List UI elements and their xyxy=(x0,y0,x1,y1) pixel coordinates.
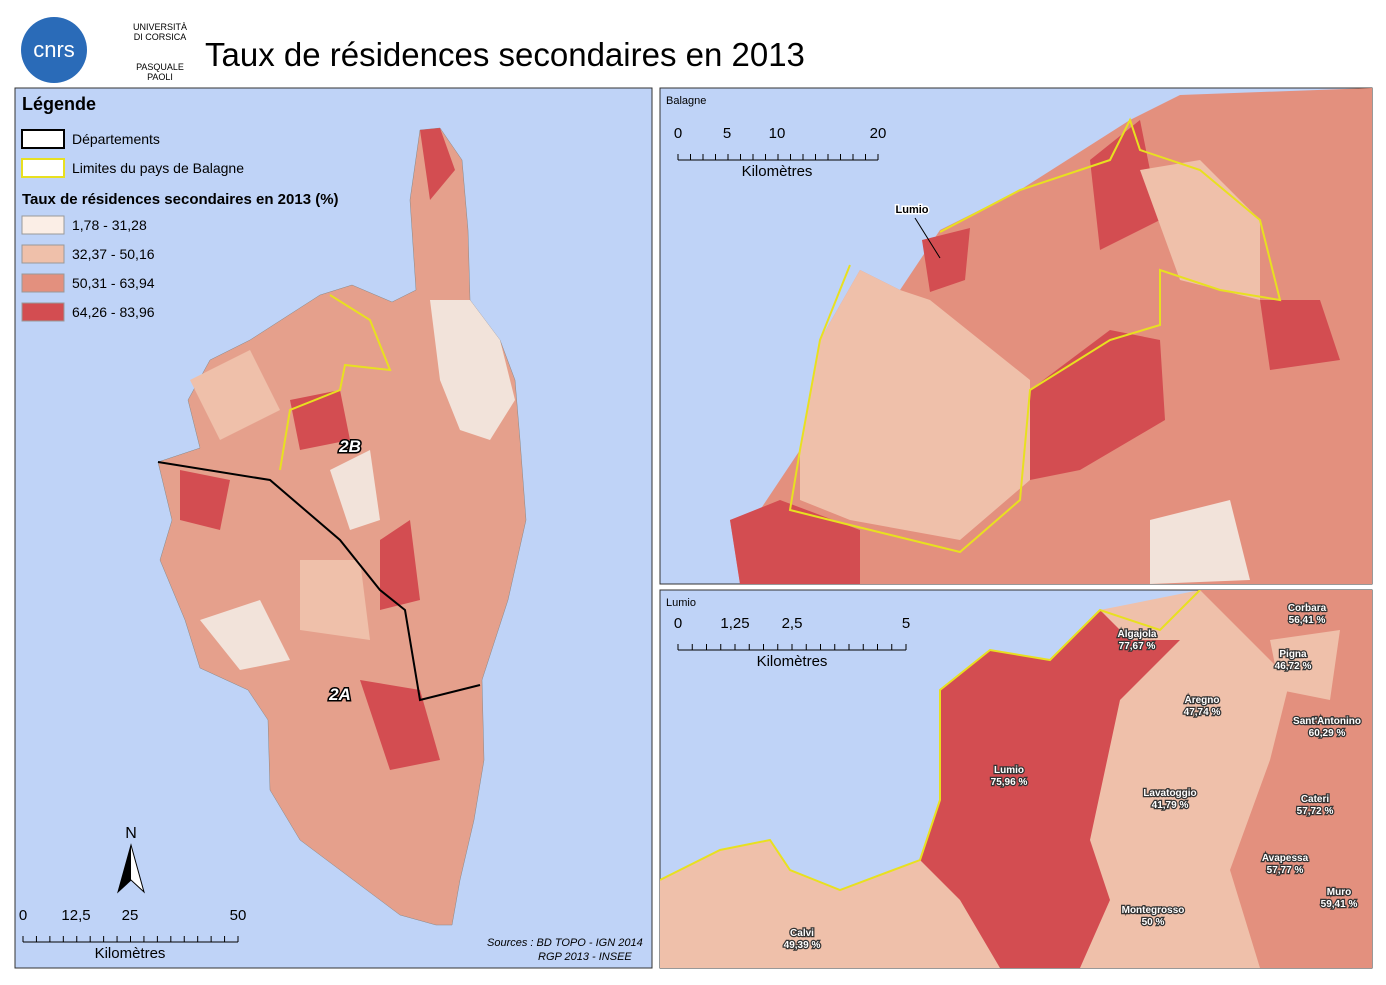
commune-value: 49,39 % xyxy=(784,940,821,951)
legend-title: Légende xyxy=(22,94,96,114)
scale-label: 0 xyxy=(674,125,682,142)
zone xyxy=(730,500,860,584)
balagne-boundary xyxy=(788,117,1282,554)
zone xyxy=(430,300,515,440)
scale-unit: Kilomètres xyxy=(757,653,828,670)
legend-label: 64,26 - 83,96 xyxy=(72,304,155,320)
legend-class-title: Taux de résidences secondaires en 2013 (… xyxy=(22,191,339,208)
corsica xyxy=(157,127,527,926)
zone xyxy=(180,470,230,530)
dept-label: 2A xyxy=(328,685,351,704)
scale-label: 0 xyxy=(674,615,682,632)
legend-label: Limites du pays de Balagne xyxy=(72,160,244,176)
logo-text: cnrs xyxy=(33,37,75,62)
zone xyxy=(800,270,1030,540)
north-label: N xyxy=(125,825,137,842)
commune-value: 46,72 % xyxy=(1275,661,1312,672)
zone xyxy=(1090,120,1160,250)
commune-value: 77,67 % xyxy=(1119,641,1156,652)
commune-name: Corbara xyxy=(1288,603,1327,614)
source: Sources : BD TOPO - IGN 2014 xyxy=(487,937,643,949)
commune-value: 41,79 % xyxy=(1152,800,1189,811)
commune-name: Lumio xyxy=(994,765,1024,776)
commune-value: 75,96 % xyxy=(991,777,1028,788)
scale-label: 0 xyxy=(19,907,27,924)
panel-title: Balagne xyxy=(666,95,706,107)
commune-name: Cateri xyxy=(1301,794,1330,805)
commune-value: 56,41 % xyxy=(1289,615,1326,626)
panel-title: Lumio xyxy=(666,597,696,609)
legend-swatch xyxy=(21,158,65,178)
balagne-map xyxy=(730,88,1372,584)
commune-name: Montegrosso xyxy=(1122,905,1185,916)
scale-label: 12,5 xyxy=(61,907,90,924)
commune-name: Calvi xyxy=(790,928,814,939)
logo-text: DI CORSICA xyxy=(134,32,187,42)
scale-label: 50 xyxy=(230,907,247,924)
logo-text: PAOLI xyxy=(147,72,173,82)
legend-label: 32,37 - 50,16 xyxy=(72,246,155,262)
legend-swatch xyxy=(21,273,65,293)
logo-univ xyxy=(104,20,196,82)
commune-name: Pigna xyxy=(1279,649,1307,660)
zone xyxy=(1150,500,1250,584)
scale-label: 2,5 xyxy=(782,615,803,632)
logo-text: PASQUALE xyxy=(136,62,184,72)
source: RGP 2013 - INSEE xyxy=(538,951,632,963)
commune-value: 57,77 % xyxy=(1267,865,1304,876)
commune-value: 57,72 % xyxy=(1297,806,1334,817)
legend-label: 1,78 - 31,28 xyxy=(72,217,147,233)
logo-cnrs xyxy=(21,17,87,83)
legend-swatch xyxy=(21,244,65,264)
zone xyxy=(922,228,970,292)
north-arrow xyxy=(118,845,131,892)
scale-label: 5 xyxy=(902,615,910,632)
legend-swatch xyxy=(21,302,65,322)
commune-name: Aregno xyxy=(1185,695,1220,706)
commune-value: 47,74 % xyxy=(1184,707,1221,718)
zone xyxy=(920,610,1180,968)
zone xyxy=(1270,630,1340,700)
zone xyxy=(190,350,280,440)
legend-swatch xyxy=(21,129,65,149)
leader-line xyxy=(914,217,941,259)
scale-unit: Kilomètres xyxy=(95,945,166,962)
zone xyxy=(360,680,440,770)
zone xyxy=(1260,300,1340,370)
commune-value: 59,41 % xyxy=(1321,899,1358,910)
zone xyxy=(200,600,290,670)
scale-label: 10 xyxy=(769,125,786,142)
logo-text: UNIVERSITÀ xyxy=(133,22,187,32)
legend-label: Départements xyxy=(72,131,160,147)
commune-name: Algajola xyxy=(1118,629,1157,640)
commune-name: Muro xyxy=(1327,887,1351,898)
commune-value: 60,29 % xyxy=(1309,728,1346,739)
place-label: Lumio xyxy=(896,204,929,216)
legend-label: 50,31 - 63,94 xyxy=(72,275,155,291)
legend-swatch xyxy=(21,215,65,235)
balagne-boundary xyxy=(279,294,392,471)
scale-unit: Kilomètres xyxy=(742,163,813,180)
zone xyxy=(420,128,455,200)
zone xyxy=(380,520,420,610)
balagne-boundary xyxy=(660,590,1201,892)
lumio-map xyxy=(660,590,1372,968)
commune-value: 50 % xyxy=(1142,917,1165,928)
commune-name: Sant'Antonino xyxy=(1293,716,1361,727)
commune-name: Avapessa xyxy=(1262,853,1309,864)
commune-name: Lavatoggio xyxy=(1143,788,1196,799)
department-boundary xyxy=(157,461,481,702)
zone xyxy=(300,560,370,640)
scale-label: 25 xyxy=(122,907,139,924)
zone xyxy=(1030,330,1165,480)
dept-label: 2B xyxy=(338,437,361,456)
zone xyxy=(330,450,380,530)
title: Taux de résidences secondaires en 2013 xyxy=(205,36,805,73)
scale-label: 1,25 xyxy=(720,615,749,632)
scale-label: 20 xyxy=(870,125,887,142)
scale-label: 5 xyxy=(723,125,731,142)
